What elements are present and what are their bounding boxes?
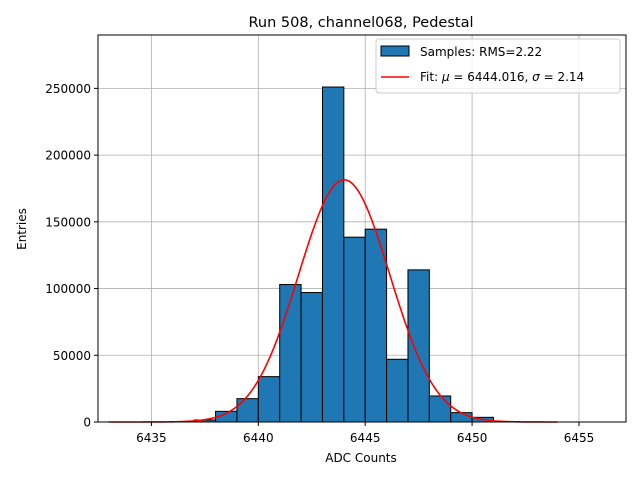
- histogram-bar: [450, 412, 473, 423]
- x-tick-label: 6455: [564, 431, 595, 445]
- histogram-bar: [364, 228, 388, 423]
- plot-frame: [97, 34, 627, 423]
- y-axis-ticks: 0 50000 100000 150000 200000 250000: [45, 82, 98, 430]
- gaussian-fit-curve: [108, 179, 558, 423]
- histogram-bar: [428, 395, 452, 423]
- y-tick-label: 150000: [45, 215, 91, 229]
- x-axis-ticks: 6435 6440 6445 6450 6455: [136, 422, 594, 445]
- y-tick-label: 50000: [53, 349, 91, 363]
- x-axis-label: ADC Counts: [325, 451, 397, 465]
- histogram-bar: [386, 358, 409, 423]
- histogram-bar: [343, 236, 366, 423]
- histogram-bar: [407, 269, 430, 423]
- histogram-bar: [279, 284, 302, 423]
- x-tick-label: 6450: [457, 431, 488, 445]
- histogram-bar: [236, 398, 259, 423]
- x-tick-label: 6445: [350, 431, 381, 445]
- y-tick-label: 200000: [45, 149, 91, 163]
- x-tick-label: 6435: [136, 431, 167, 445]
- x-tick-label: 6440: [243, 431, 274, 445]
- legend-samples-label: Samples: RMS=2.22: [420, 45, 542, 59]
- histogram-bar: [321, 86, 345, 423]
- histogram-bars: [193, 86, 494, 423]
- y-tick-label: 250000: [45, 82, 91, 96]
- legend-fit-label: Fit: μ = 6444.016, σ = 2.14: [420, 70, 584, 84]
- y-axis-label: Entries: [15, 208, 29, 250]
- legend-samples-swatch: [380, 45, 410, 57]
- chart-title: Run 508, channel068, Pedestal: [248, 15, 473, 31]
- y-tick-label: 0: [83, 416, 91, 430]
- legend-box: [375, 38, 621, 94]
- histogram-bar: [300, 292, 323, 423]
- histogram-bar: [257, 376, 281, 423]
- legend: Samples: RMS=2.22 Fit: μ = 6444.016, σ =…: [375, 38, 621, 94]
- y-tick-label: 100000: [45, 282, 91, 296]
